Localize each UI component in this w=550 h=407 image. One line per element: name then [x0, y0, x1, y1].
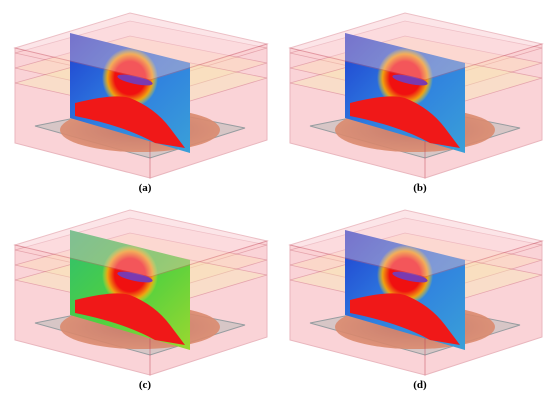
hot-plume	[350, 96, 460, 148]
hot-plume	[75, 96, 185, 148]
impeller	[392, 271, 428, 283]
panel-label: (a)	[139, 182, 152, 194]
box-top	[288, 12, 544, 81]
panel: (d)	[288, 209, 544, 391]
panel-label: (c)	[139, 379, 152, 391]
impeller	[117, 74, 153, 86]
impeller	[117, 271, 153, 283]
panel: (b)	[288, 12, 544, 194]
panel: (a)	[13, 12, 269, 194]
box-top	[13, 209, 269, 278]
hot-plume	[350, 293, 460, 345]
panel-label: (d)	[413, 379, 427, 391]
hot-plume	[75, 293, 185, 345]
panel-label: (b)	[413, 182, 427, 194]
box-top	[288, 209, 544, 278]
box-top	[13, 12, 269, 81]
panel: (c)	[13, 209, 269, 391]
impeller	[392, 74, 428, 86]
